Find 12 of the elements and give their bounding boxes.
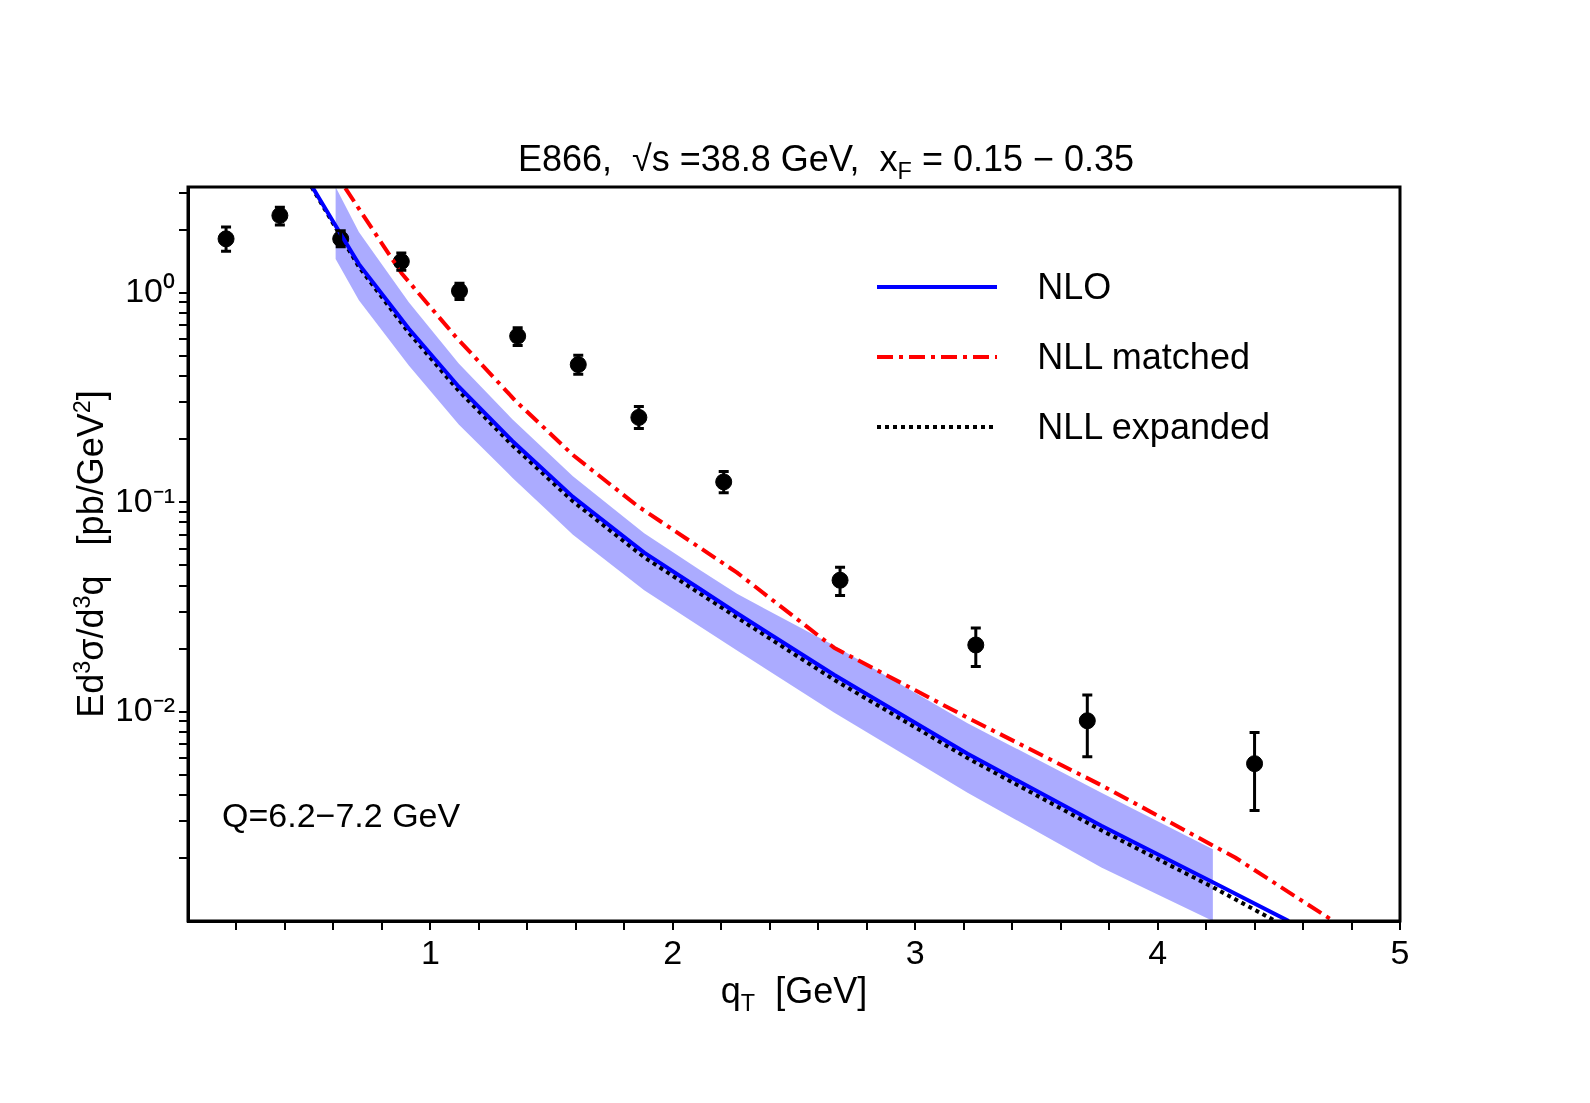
x-tick-label: 5 — [1390, 932, 1410, 971]
y-tick-label: 10⁰ — [125, 271, 175, 310]
chart-title: E866, √s =38.8 GeV, x$_{F}$ = 0.15 − 0.35 — [516, 138, 1136, 186]
legend-label: NLL matched — [1037, 336, 1250, 378]
legend-label: NLL expanded — [1037, 406, 1270, 448]
x-tick-label: 1 — [420, 932, 440, 971]
annotation: Q=6.2−7.2 GeV — [222, 796, 461, 835]
legend-label: NLO — [1037, 266, 1112, 308]
x-tick-label: 4 — [1148, 932, 1168, 971]
x-tick-label: 3 — [905, 932, 925, 971]
x-tick-label: 2 — [663, 932, 683, 971]
x-axis-title: q$_{T}$ [GeV] — [719, 970, 869, 1018]
